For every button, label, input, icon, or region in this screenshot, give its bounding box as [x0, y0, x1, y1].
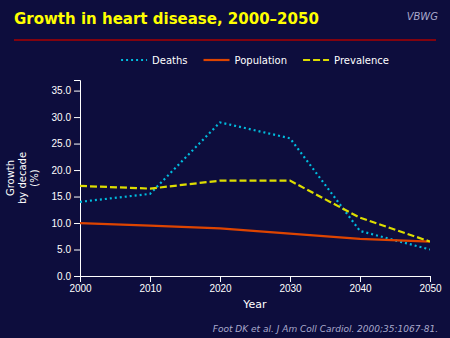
y-tick: 0.0	[57, 271, 80, 282]
y-tick-mark	[74, 117, 80, 118]
y-tick-mark	[74, 91, 80, 92]
x-tick-label: 2000	[69, 283, 92, 294]
y-tick: 20.0	[52, 165, 80, 176]
y-axis-title-line: Growth	[5, 160, 16, 196]
y-tick-label: 20.0	[52, 165, 72, 176]
x-axis: 2000 2010 2020 2030 2040 2050	[69, 276, 442, 294]
legend-swatch	[121, 59, 147, 61]
y-tick-label: 0.0	[57, 271, 71, 282]
x-tick-mark	[360, 276, 361, 282]
x-tick: 2040	[349, 276, 372, 294]
legend-swatch	[303, 59, 329, 61]
y-tick-label: 35.0	[52, 85, 72, 96]
y-tick: 15.0	[52, 191, 80, 202]
x-tick-mark	[150, 276, 151, 282]
annotation: Foot DK et al. J Am Coll Cardiol. 2000;3…	[213, 324, 438, 334]
x-tick: 2020	[209, 276, 232, 294]
x-tick: 2030	[279, 276, 302, 294]
y-tick: 25.0	[52, 138, 80, 149]
y-tick-mark	[74, 223, 80, 224]
x-tick-label: 2050	[419, 283, 442, 294]
annotation: VBWG	[407, 11, 439, 22]
legend: Deaths Population Prevalence	[121, 55, 389, 66]
x-tick-label: 2030	[279, 283, 302, 294]
separator	[14, 39, 436, 41]
y-tick: 10.0	[52, 218, 80, 229]
series-line	[80, 122, 430, 249]
plot-area: 2000 2010 2020 2030 2040 2050 0.0 5.0 10.0 15.0 20…	[5, 81, 442, 312]
title: Growth in heart disease, 2000–2050	[14, 10, 319, 28]
x-axis-title: Year	[242, 298, 267, 311]
x-tick-label: 2040	[349, 283, 372, 294]
y-tick-label: 5.0	[57, 244, 71, 255]
series-line	[80, 181, 430, 242]
y-tick: 5.0	[57, 244, 80, 255]
y-tick: 35.0	[52, 85, 80, 96]
legend-label: Population	[235, 55, 288, 66]
y-tick-mark	[74, 197, 80, 198]
y-axis-title: Growthby decade(%)	[5, 152, 40, 204]
legend-item: Deaths	[121, 55, 187, 66]
x-tick: 2000	[69, 276, 92, 294]
x-tick-mark	[220, 276, 221, 282]
y-tick-mark	[74, 276, 80, 277]
y-axis: 0.0 5.0 10.0 15.0 20.0 25.0 30.0 35.0	[52, 81, 81, 282]
legend-label: Prevalence	[334, 55, 389, 66]
x-tick-mark	[290, 276, 291, 282]
y-axis-line	[74, 81, 81, 277]
legend-item: Prevalence	[303, 55, 389, 66]
x-tick-mark	[430, 276, 431, 282]
y-axis-title-line: (%)	[29, 169, 40, 186]
x-tick-label: 2010	[139, 283, 162, 294]
x-tick-label: 2020	[209, 283, 232, 294]
x-tick: 2050	[419, 276, 442, 294]
x-tick: 2010	[139, 276, 162, 294]
y-tick-label: 10.0	[52, 218, 72, 229]
y-tick-mark	[74, 144, 80, 145]
y-tick-label: 25.0	[52, 138, 72, 149]
y-tick-label: 30.0	[52, 112, 72, 123]
y-tick-label: 15.0	[52, 191, 72, 202]
y-tick: 30.0	[52, 112, 80, 123]
legend-label: Deaths	[152, 55, 187, 66]
x-axis-line	[81, 277, 431, 283]
y-tick-mark	[74, 170, 80, 171]
y-axis-title-line: by decade	[17, 152, 28, 204]
legend-swatch	[204, 59, 230, 61]
legend-item: Population	[204, 55, 288, 66]
y-tick-mark	[74, 250, 80, 251]
chart: Growth in heart disease, 2000–2050 VBWG Fo…	[0, 0, 450, 338]
series-line	[80, 223, 430, 242]
lines	[80, 122, 430, 249]
